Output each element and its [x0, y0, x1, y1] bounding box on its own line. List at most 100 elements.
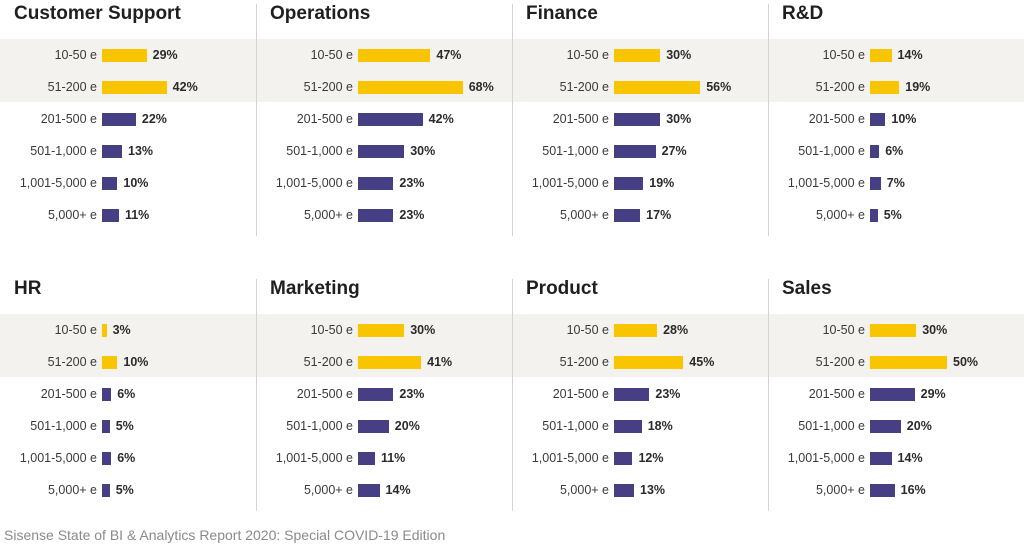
bar-highlight [614, 356, 684, 369]
bar [614, 388, 650, 401]
value-label: 7% [886, 176, 905, 190]
bar [870, 177, 881, 190]
value-label: 14% [897, 451, 923, 465]
bar [102, 484, 110, 497]
bar [358, 113, 423, 126]
bar [614, 113, 661, 126]
category-label: 1,001-5,000 e [787, 451, 865, 465]
bar [102, 388, 112, 401]
category-label: 201-500 e [552, 112, 609, 126]
category-label: 5,000+ e [815, 483, 865, 497]
category-label: 10-50 e [566, 323, 609, 337]
bar-highlight [870, 49, 892, 62]
category-label: 5,000+ e [303, 483, 353, 497]
category-label: 201-500 e [40, 112, 97, 126]
panel-title: Product [526, 278, 598, 299]
value-label: 45% [689, 355, 715, 369]
value-label: 3% [112, 323, 131, 337]
category-label: 201-500 e [552, 387, 609, 401]
value-label: 27% [661, 144, 687, 158]
bar-highlight [358, 49, 431, 62]
category-label: 201-500 e [296, 112, 353, 126]
category-label: 51-200 e [815, 355, 865, 369]
bar [870, 420, 901, 433]
bar [870, 209, 878, 222]
bar [614, 484, 635, 497]
value-label: 6% [117, 387, 136, 401]
category-label: 10-50 e [822, 48, 865, 62]
bar [870, 113, 886, 126]
category-label: 501-1,000 e [286, 144, 353, 158]
category-label: 51-200 e [303, 80, 353, 94]
panel-title: HR [14, 278, 42, 299]
value-label: 13% [640, 483, 666, 497]
bar-highlight [102, 356, 118, 369]
value-label: 5% [115, 483, 134, 497]
category-label: 501-1,000 e [542, 419, 609, 433]
category-label: 51-200 e [559, 80, 609, 94]
bar-highlight [358, 324, 405, 337]
category-label: 5,000+ e [303, 208, 353, 222]
value-label: 30% [922, 323, 948, 337]
category-label: 201-500 e [808, 387, 865, 401]
value-label: 11% [380, 451, 406, 465]
category-label: 51-200 e [815, 80, 865, 94]
bar [614, 145, 656, 158]
bar [614, 209, 641, 222]
value-label: 50% [953, 355, 979, 369]
value-label: 14% [897, 48, 923, 62]
category-label: 5,000+ e [47, 208, 97, 222]
bar-highlight [870, 324, 917, 337]
category-label: 1,001-5,000 e [531, 176, 609, 190]
bar [358, 145, 405, 158]
category-label: 10-50 e [822, 323, 865, 337]
bar [102, 452, 112, 465]
value-label: 10% [123, 176, 149, 190]
value-label: 11% [124, 208, 150, 222]
value-label: 18% [647, 419, 673, 433]
bar [870, 145, 880, 158]
panel-divider [256, 279, 257, 511]
bar-highlight [614, 324, 658, 337]
value-label: 30% [410, 323, 436, 337]
value-label: 10% [123, 355, 149, 369]
bar-highlight [102, 49, 147, 62]
category-label: 501-1,000 e [286, 419, 353, 433]
bar [102, 420, 110, 433]
bar-highlight [614, 49, 661, 62]
bar [614, 177, 644, 190]
source-note: Sisense State of BI & Analytics Report 2… [4, 527, 446, 543]
panel-title: Operations [270, 3, 371, 24]
value-label: 56% [706, 80, 732, 94]
bar [614, 452, 633, 465]
panel-divider [512, 4, 513, 236]
value-label: 29% [152, 48, 178, 62]
panel-title: Customer Support [14, 3, 181, 24]
value-label: 30% [410, 144, 436, 158]
value-label: 23% [399, 387, 425, 401]
category-label: 1,001-5,000 e [19, 451, 97, 465]
bar [870, 452, 892, 465]
bar-highlight [870, 81, 900, 94]
value-label: 6% [117, 451, 136, 465]
category-label: 201-500 e [296, 387, 353, 401]
value-label: 28% [663, 323, 689, 337]
panel-divider [256, 4, 257, 236]
bar [870, 388, 915, 401]
value-label: 19% [905, 80, 931, 94]
value-label: 16% [900, 483, 926, 497]
bar [614, 420, 642, 433]
bar-highlight [870, 356, 947, 369]
value-label: 5% [883, 208, 902, 222]
category-label: 5,000+ e [559, 208, 609, 222]
category-label: 1,001-5,000 e [275, 176, 353, 190]
value-label: 30% [666, 112, 692, 126]
category-label: 51-200 e [559, 355, 609, 369]
bar [102, 113, 136, 126]
panel-title: R&D [782, 3, 824, 24]
value-label: 30% [666, 48, 692, 62]
category-label: 10-50 e [566, 48, 609, 62]
category-label: 201-500 e [40, 387, 97, 401]
category-label: 1,001-5,000 e [275, 451, 353, 465]
value-label: 68% [468, 80, 494, 94]
